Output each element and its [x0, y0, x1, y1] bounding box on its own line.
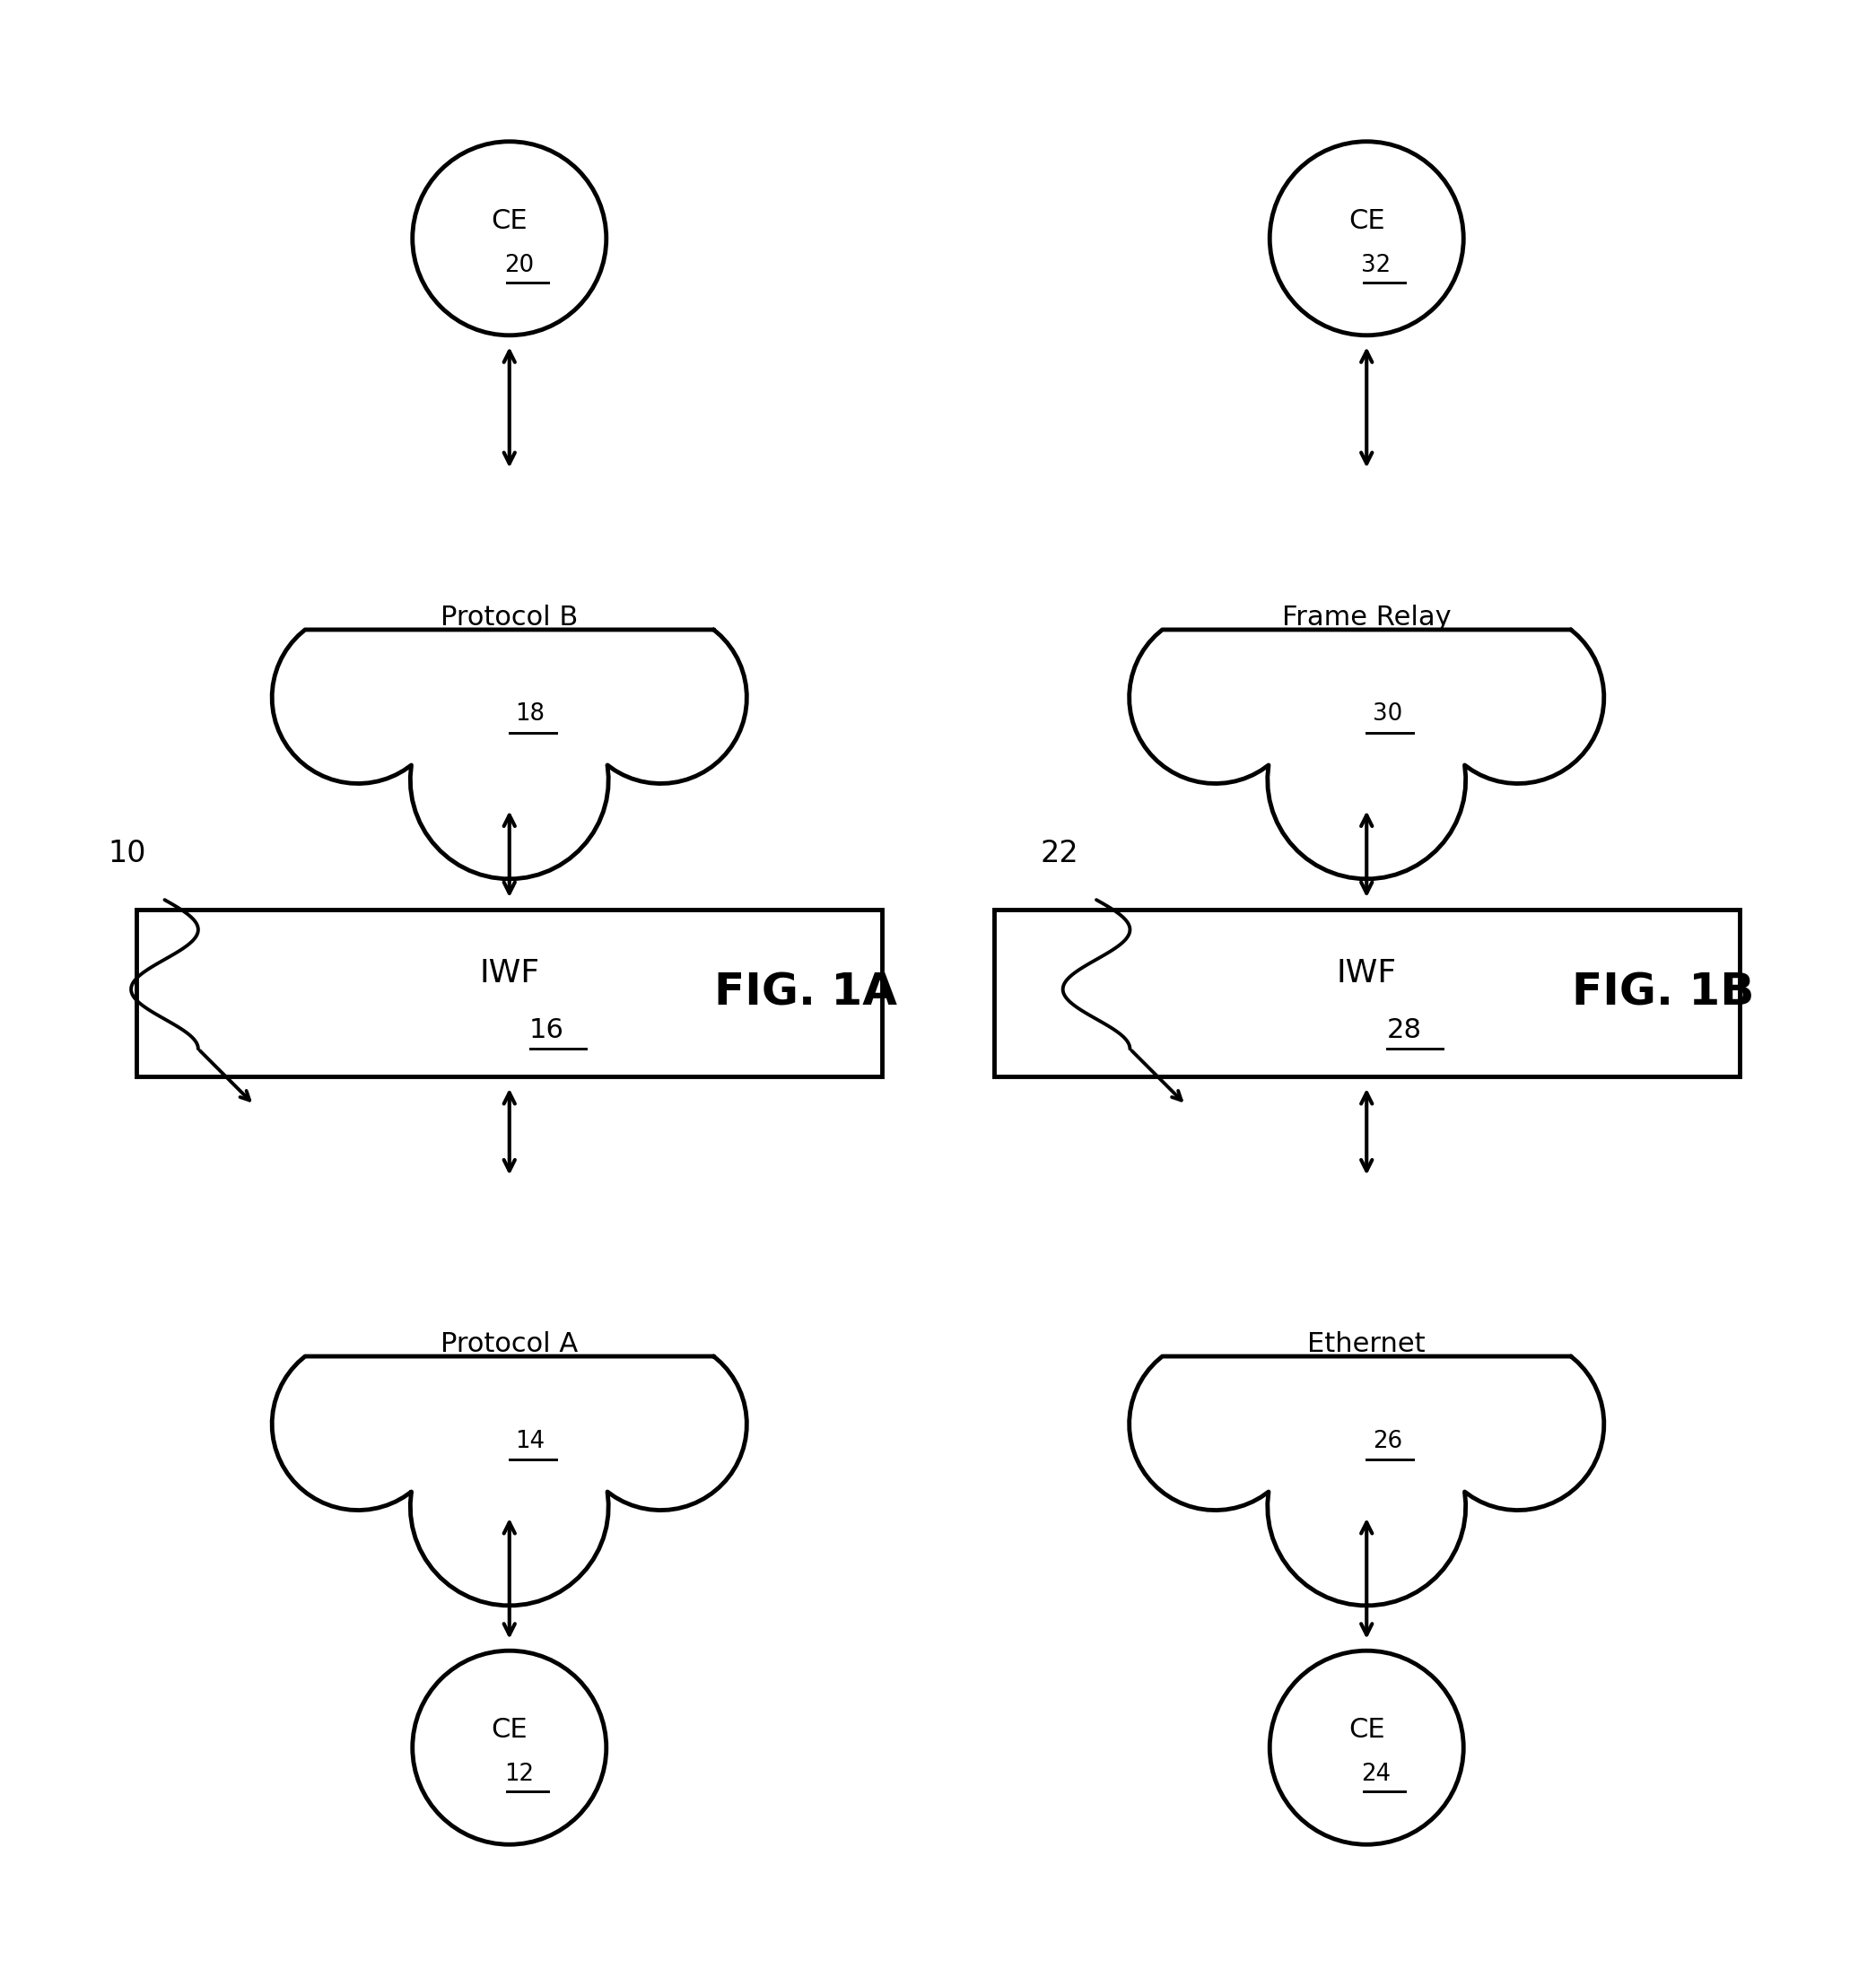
Text: IWF: IWF	[1336, 957, 1398, 989]
Bar	[137, 910, 882, 1076]
Text: 16: 16	[529, 1017, 565, 1043]
Text: 10: 10	[109, 838, 146, 868]
Text: 32: 32	[1362, 254, 1392, 278]
Text: CE: CE	[1349, 1718, 1384, 1744]
Text: CE: CE	[1349, 209, 1384, 234]
Text: CE: CE	[492, 209, 527, 234]
Text: 24: 24	[1362, 1764, 1392, 1785]
Text: Protocol B: Protocol B	[441, 604, 578, 632]
Circle shape	[413, 1650, 606, 1845]
Text: CE: CE	[492, 1718, 527, 1744]
Circle shape	[413, 141, 606, 336]
Polygon shape	[272, 630, 747, 878]
Text: IWF: IWF	[478, 957, 540, 989]
Polygon shape	[1129, 630, 1604, 878]
Polygon shape	[1129, 1356, 1604, 1605]
Text: 14: 14	[516, 1430, 546, 1454]
Text: 12: 12	[505, 1764, 535, 1785]
Text: Frame Relay: Frame Relay	[1281, 604, 1452, 632]
Circle shape	[1270, 141, 1463, 336]
Text: 26: 26	[1373, 1430, 1403, 1454]
Text: 20: 20	[505, 254, 535, 278]
Text: FIG. 1B: FIG. 1B	[1572, 971, 1754, 1015]
Text: 22: 22	[1039, 838, 1079, 868]
Text: 28: 28	[1386, 1017, 1422, 1043]
Text: 30: 30	[1373, 703, 1403, 727]
Polygon shape	[272, 1356, 747, 1605]
Bar	[994, 910, 1739, 1076]
Text: 18: 18	[516, 703, 546, 727]
Text: Protocol A: Protocol A	[441, 1331, 578, 1356]
Text: Ethernet: Ethernet	[1308, 1331, 1426, 1356]
Circle shape	[1270, 1650, 1463, 1845]
Text: FIG. 1A: FIG. 1A	[715, 971, 897, 1015]
